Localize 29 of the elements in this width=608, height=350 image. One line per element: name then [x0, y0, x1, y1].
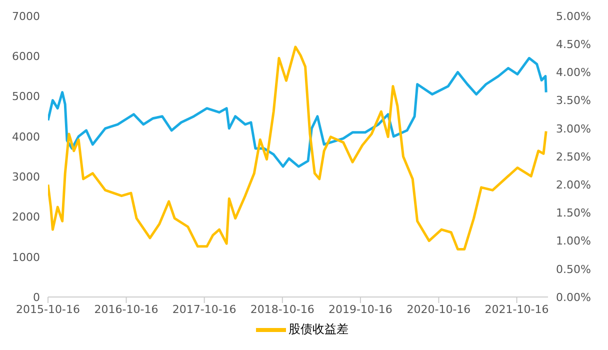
y2-tick-label: 1.00%	[556, 234, 591, 248]
y-tick-label: 0	[33, 290, 40, 304]
y-tick-label: 3000	[12, 170, 40, 184]
line-series	[48, 56, 548, 168]
y2-tick-label: 4.50%	[556, 38, 591, 52]
x-tick-label: 2016-10-16	[94, 302, 158, 316]
y2-tick-label: 3.00%	[556, 122, 591, 136]
y-tick-label: 5000	[12, 90, 40, 104]
legend-label: 股债收益差	[288, 321, 348, 338]
x-tick-label: 2021-10-16	[484, 302, 549, 316]
y2-tick-label: 4.00%	[556, 66, 591, 80]
y-tick-label: 6000	[12, 50, 40, 64]
y2-tick-label: 0.50%	[556, 262, 591, 276]
y2-tick-label: 2.50%	[556, 150, 591, 164]
y2-tick-label: 0.00%	[556, 290, 591, 304]
x-tick-label: 2015-10-16	[16, 302, 80, 316]
y-tick-label: 1000	[12, 250, 40, 264]
x-tick-label: 2017-10-16	[172, 302, 236, 316]
y2-tick-label: 5.00%	[556, 10, 591, 23]
x-tick-label: 2019-10-16	[328, 302, 392, 316]
y2-tick-label: 2.00%	[556, 178, 591, 192]
y2-tick-label: 1.50%	[556, 206, 591, 220]
y-tick-label: 2000	[12, 210, 40, 224]
x-tick-label: 2020-10-16	[406, 302, 471, 316]
line-series	[48, 46, 548, 250]
y-tick-label: 4000	[12, 130, 40, 144]
x-tick-label: 2018-10-16	[250, 302, 314, 316]
y2-tick-label: 3.50%	[556, 94, 591, 108]
y-tick-label: 7000	[12, 10, 40, 23]
